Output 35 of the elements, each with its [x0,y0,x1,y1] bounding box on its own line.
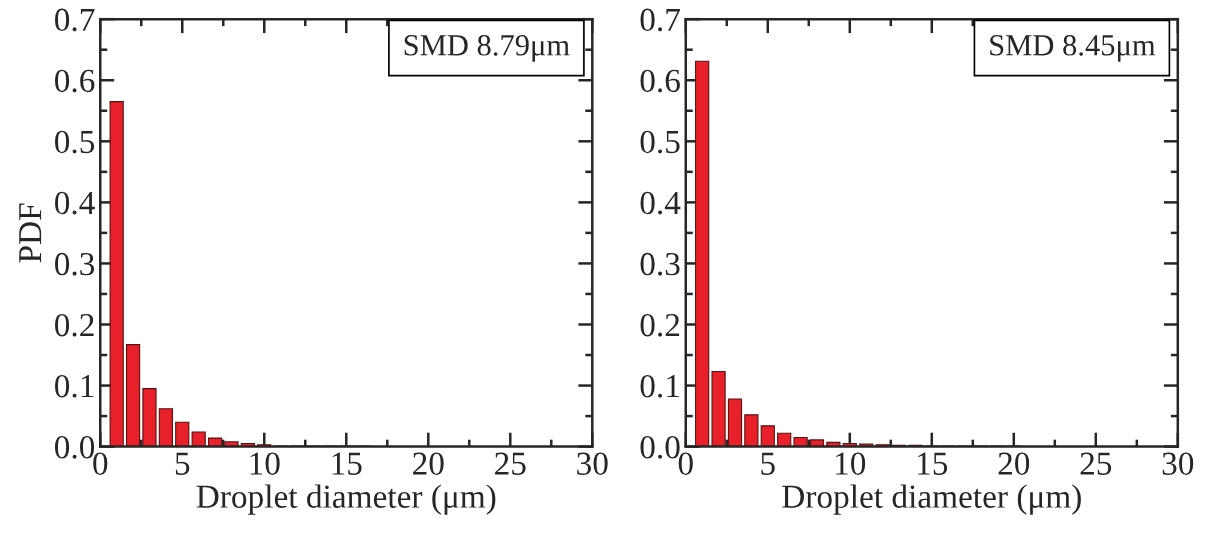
y-tick-label: 0.1 [55,374,94,398]
y-tick-label: 0.3 [640,252,680,276]
y-tick-label: 0.4 [55,191,95,215]
x-tick-label: 30 [577,452,608,475]
y-tick-label: 0.7 [55,8,95,32]
x-tick-label: 15 [332,452,362,475]
y-tick-label: 0.1 [640,374,679,398]
x-tick-label: 0 [93,452,108,475]
x-tick-label: 25 [1080,452,1112,475]
y-tick-label: 0.0 [640,436,680,459]
y-tick-label: 0.4 [640,191,681,215]
x-tick-label: 20 [413,452,444,475]
x-axis-title: Droplet diameter (μm) [782,484,1081,515]
x-axis-title: Droplet diameter (μm) [196,484,496,515]
x-tick-label: 15 [918,452,948,475]
y-tick-label: 0.5 [55,130,95,154]
x-tick-label: 20 [998,452,1030,475]
x-tick-label: 5 [175,452,190,475]
x-tick-label: 0 [678,452,693,475]
y-tick-label: 0.6 [640,69,680,93]
y-tick-label: 0.2 [55,313,94,337]
x-tick-label: 30 [1162,452,1194,475]
x-tick-label: 10 [250,452,280,475]
y-tick-label: 0.0 [55,436,95,459]
y-tick-label: 0.2 [640,313,680,337]
y-tick-label: 0.6 [55,69,95,93]
x-tick-label: 5 [761,452,775,475]
annotation: SMD 8.45μm [990,35,1156,62]
x-tick-label: 25 [495,452,526,475]
y-tick-label: 0.3 [55,252,95,276]
y-axis-title: PDF [19,203,42,263]
x-tick-label: 10 [836,452,866,475]
y-tick-label: 0.7 [640,8,680,32]
y-tick-label: 0.5 [640,130,680,154]
annotation: SMD 8.79μm [404,35,570,62]
